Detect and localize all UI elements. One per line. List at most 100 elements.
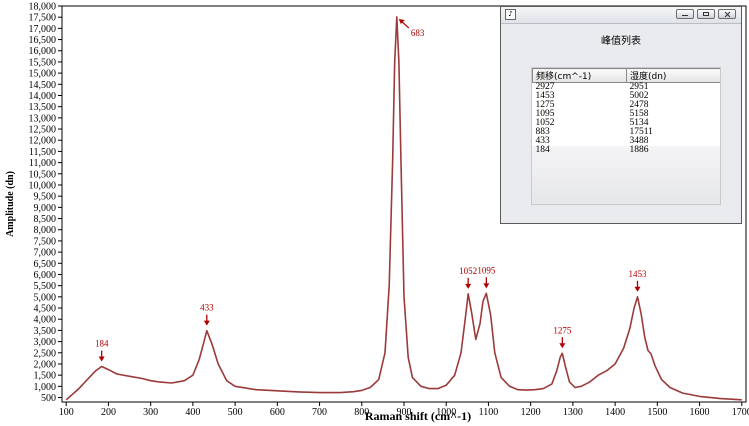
y-tick-label: 15,000 <box>29 69 57 80</box>
y-tick-label: 10,000 <box>29 180 57 191</box>
spectrum-line <box>65 16 742 401</box>
cell-amplitude: 3488 <box>629 136 649 146</box>
y-tick-label: 2,500 <box>34 348 57 359</box>
y-tick-label: 8,500 <box>34 214 57 225</box>
y-tick-label: 7,500 <box>34 236 57 247</box>
close-button[interactable] <box>718 9 736 19</box>
peak-table-container[interactable]: 频移(cm^-1) 湿度(dn) 2927 2951 1453 5002 1275 2… <box>531 67 721 205</box>
minimize-button[interactable] <box>676 9 694 19</box>
y-tick-label: 13,000 <box>29 113 57 124</box>
annotation-label: 1453 <box>628 269 647 279</box>
x-tick-label: 600 <box>270 407 285 418</box>
annotation-label: 1052 <box>459 266 477 276</box>
x-tick-label: 800 <box>354 407 369 418</box>
maximize-icon <box>703 12 709 16</box>
table-row[interactable]: 433 3488 <box>533 136 721 146</box>
y-tick-label: 16,500 <box>29 35 57 46</box>
y-tick-label: 8,000 <box>34 225 57 236</box>
column-header-amplitude[interactable]: 湿度(dn) <box>626 68 720 83</box>
table-row[interactable]: 883 17511 <box>533 127 721 137</box>
y-tick-label: 1,500 <box>34 371 57 382</box>
peak-table: 频移(cm^-1) 湿度(dn) 2927 2951 1453 5002 1275 2… <box>532 68 721 155</box>
cell-shift: 1275 <box>535 100 555 110</box>
y-tick-label: 3,500 <box>34 326 57 337</box>
cell-amplitude: 1886 <box>629 145 649 155</box>
y-tick-label: 17,500 <box>29 13 57 24</box>
table-row[interactable]: 1453 5002 <box>533 91 721 101</box>
annotation-arrowhead <box>203 320 210 326</box>
y-tick-label: 7,000 <box>34 248 57 259</box>
y-tick-label: 2,000 <box>34 359 57 370</box>
x-tick-label: 1600 <box>690 407 710 418</box>
cell-amplitude: 5134 <box>629 118 649 128</box>
table-empty-area <box>532 146 720 204</box>
y-tick-label: 16,000 <box>29 46 57 57</box>
cell-shift: 883 <box>535 127 550 137</box>
y-tick-label: 12,500 <box>29 125 57 136</box>
y-tick-label: 4,500 <box>34 304 57 315</box>
y-tick-label: 15,500 <box>29 57 57 68</box>
y-tick-label: 9,000 <box>34 203 57 214</box>
y-tick-label: 11,500 <box>29 147 56 158</box>
x-tick-label: 1700 <box>732 407 749 418</box>
cell-shift: 1453 <box>535 91 555 101</box>
y-axis-title: Amplitude (dn) <box>5 171 16 237</box>
annotation-arrowhead <box>634 286 641 292</box>
y-tick-label: 14,000 <box>29 91 57 102</box>
y-tick-label: 500 <box>41 393 56 404</box>
cell-amplitude: 17511 <box>629 127 653 137</box>
cell-shift: 1095 <box>535 109 555 119</box>
table-header-row: 频移(cm^-1) 湿度(dn) <box>532 68 720 83</box>
annotation-arrowhead <box>559 343 566 349</box>
x-tick-label: 100 <box>59 407 74 418</box>
x-tick-label: 500 <box>228 407 243 418</box>
y-tick-label: 5,500 <box>34 281 57 292</box>
column-header-shift[interactable]: 频移(cm^-1) <box>532 68 627 83</box>
cell-shift: 2927 <box>535 82 555 92</box>
y-tick-label: 6,000 <box>34 270 57 281</box>
annotation-label: 433 <box>200 303 214 313</box>
y-tick-label: 18,000 <box>29 2 57 13</box>
cell-shift: 184 <box>535 145 550 155</box>
table-row[interactable]: 1052 5134 <box>533 118 721 128</box>
cell-shift: 433 <box>535 136 550 146</box>
x-tick-label: 1000 <box>436 407 456 418</box>
cell-amplitude: 5158 <box>629 109 649 119</box>
y-tick-label: 12,000 <box>29 136 57 147</box>
table-row[interactable]: 1275 2478 <box>533 100 721 110</box>
x-tick-label: 400 <box>185 407 200 418</box>
table-row[interactable]: 2927 2951 <box>533 82 721 93</box>
window-title: 峰值列表 <box>601 36 641 47</box>
y-axis-ticks: 5001,0001,5002,0002,5003,0003,5004,0004,… <box>29 2 62 404</box>
x-axis-ticks: 100 200 300 400 500 600 700 800 900 1000 1100 1200 1… <box>59 402 749 418</box>
y-tick-label: 11,000 <box>29 158 56 169</box>
x-tick-label: 1400 <box>605 407 625 418</box>
window-titlebar[interactable]: ♪ <box>501 7 741 24</box>
y-tick-label: 6,500 <box>34 259 57 270</box>
y-tick-label: 17,000 <box>29 24 57 35</box>
y-tick-label: 5,000 <box>34 292 57 303</box>
annotation-arrowhead <box>465 283 472 289</box>
annotation-arrowhead <box>483 283 490 289</box>
x-tick-label: 1200 <box>521 407 541 418</box>
x-tick-label: 1500 <box>647 407 667 418</box>
x-tick-label: 200 <box>101 407 116 418</box>
annotation-label: 184 <box>95 339 109 349</box>
y-tick-label: 10,500 <box>29 169 57 180</box>
x-tick-label: 700 <box>312 407 327 418</box>
close-icon <box>724 12 730 16</box>
cell-amplitude: 5002 <box>629 91 649 101</box>
y-tick-label: 1,000 <box>34 382 57 393</box>
cell-shift: 1052 <box>535 118 555 128</box>
x-tick-label: 1300 <box>563 407 583 418</box>
x-axis-title: Raman shift (cm^-1) <box>365 409 471 423</box>
y-tick-label: 3,000 <box>34 337 57 348</box>
annotation-label: 683 <box>411 28 425 38</box>
table-row[interactable]: 184 1886 <box>533 145 721 155</box>
maximize-button[interactable] <box>697 9 715 19</box>
table-row[interactable]: 1095 5158 <box>533 109 721 119</box>
x-tick-label: 300 <box>143 407 158 418</box>
annotation-arrowhead <box>398 18 405 24</box>
annotation-arrowhead <box>98 356 105 362</box>
